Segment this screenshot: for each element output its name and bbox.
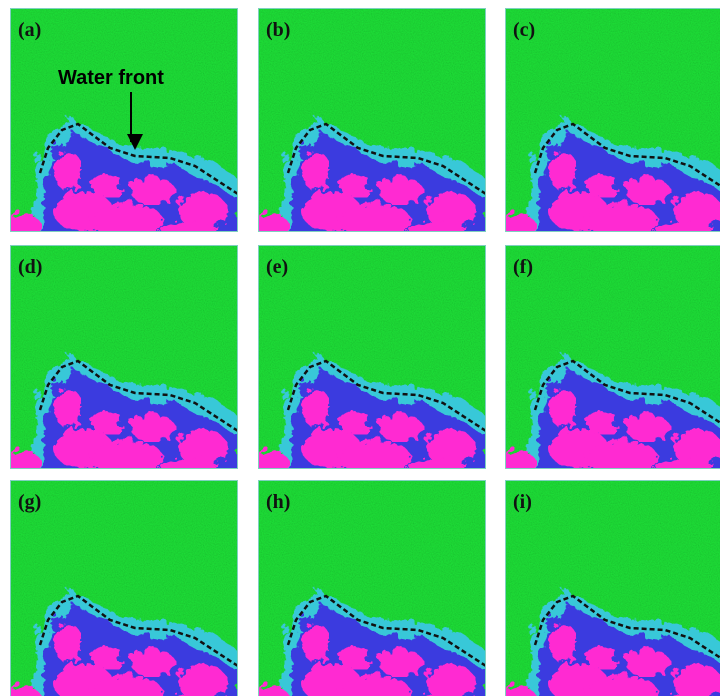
annotation: Water front — [58, 67, 164, 89]
panel-label: (f) — [513, 256, 533, 278]
saturated-zone — [299, 385, 327, 425]
panel — [497, 245, 720, 483]
saturated-zone — [89, 408, 121, 432]
panel — [250, 8, 486, 246]
panel-label: (d) — [18, 256, 42, 278]
saturated-zone — [546, 620, 574, 660]
saturated-zone — [90, 200, 160, 236]
saturated-zone — [584, 408, 616, 432]
saturated-zone — [89, 643, 121, 667]
saturated-zone — [337, 171, 369, 195]
saturated-zone — [584, 643, 616, 667]
saturated-zone — [128, 174, 172, 202]
panel-label: (e) — [266, 256, 288, 278]
saturated-zone — [546, 148, 574, 188]
saturated-zone — [338, 437, 408, 473]
saturated-zone — [585, 200, 655, 236]
saturated-zone — [128, 411, 172, 439]
saturated-zone — [623, 411, 667, 439]
saturated-zone — [337, 408, 369, 432]
saturated-zone — [89, 171, 121, 195]
saturated-zone — [299, 620, 327, 660]
panel — [250, 245, 486, 483]
panel-label: (h) — [266, 491, 290, 513]
saturated-zone — [546, 385, 574, 425]
saturated-zone — [299, 148, 327, 188]
saturated-zone — [338, 200, 408, 236]
panel-label: (i) — [513, 491, 532, 513]
saturated-zone — [51, 385, 79, 425]
panel-label: (g) — [18, 491, 41, 513]
saturated-zone — [623, 174, 667, 202]
saturated-zone — [128, 646, 172, 674]
saturated-zone — [337, 643, 369, 667]
saturated-zone — [51, 148, 79, 188]
panel-label: (b) — [266, 19, 290, 41]
panel-label: (a) — [18, 19, 41, 41]
panel — [497, 8, 720, 246]
saturated-zone — [585, 437, 655, 473]
saturated-zone — [376, 174, 420, 202]
saturated-zone — [376, 646, 420, 674]
panel — [2, 245, 238, 483]
saturated-zone — [376, 411, 420, 439]
saturated-zone — [90, 437, 160, 473]
saturated-zone — [623, 646, 667, 674]
panel-label: (c) — [513, 19, 535, 41]
figure: (a) (b) (c) (d) (e) (f) (g) (h) (i) Water front — [0, 0, 720, 696]
panel — [2, 8, 238, 246]
saturated-zone — [584, 171, 616, 195]
saturated-zone — [51, 620, 79, 660]
